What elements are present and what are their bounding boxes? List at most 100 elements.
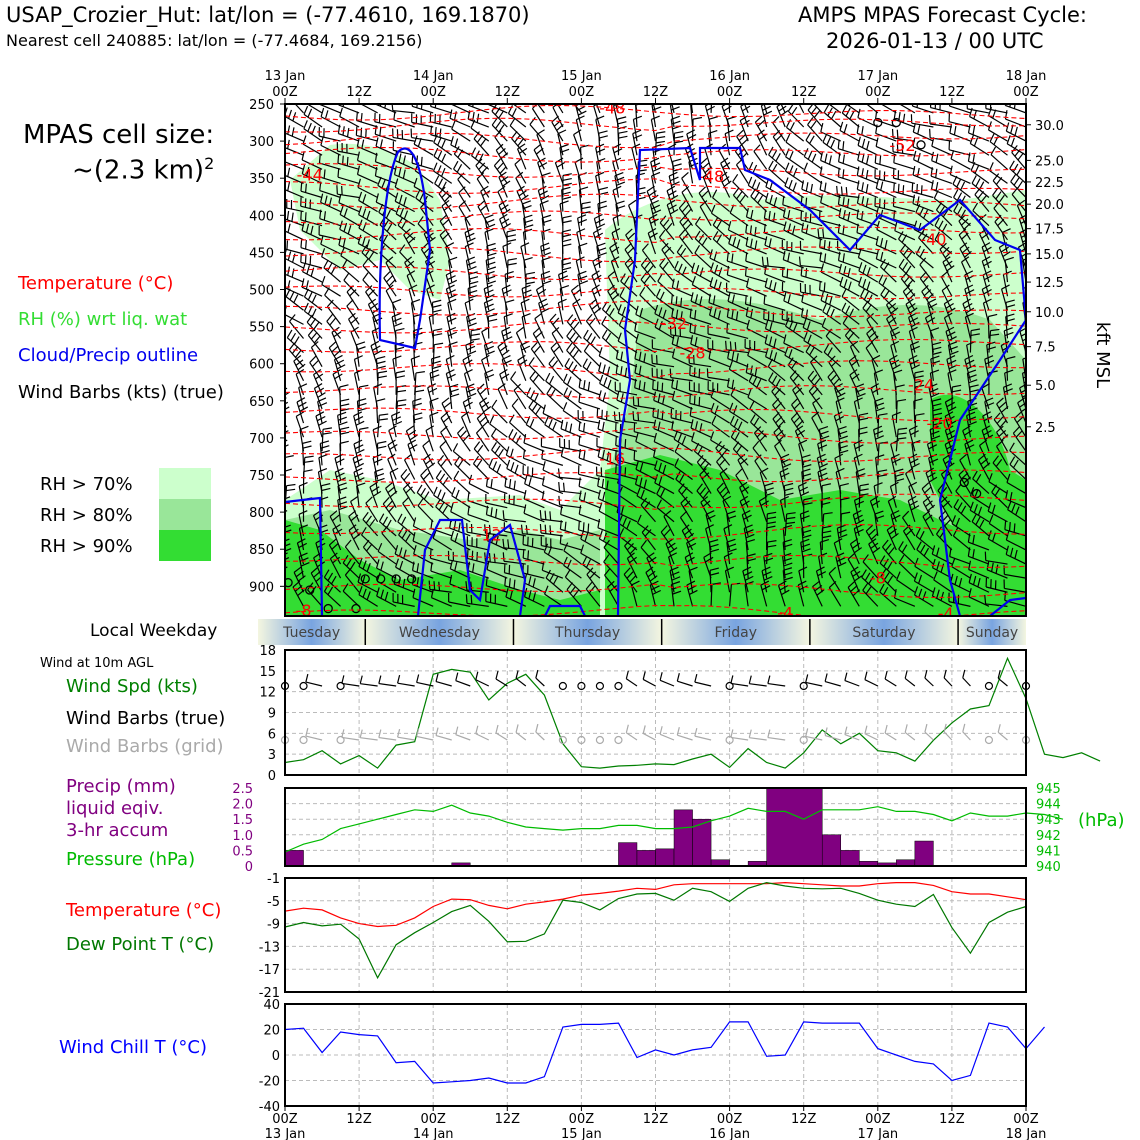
wind-barb-flag [409,434,418,441]
wind-barb [302,469,313,494]
wind-barb-staff [603,547,619,565]
wind-barb-staff [686,584,694,607]
wind-barb-flag [434,104,437,108]
wind-barb-staff [709,570,712,593]
wind-barb-flag [588,317,596,326]
wind-barb-staff [317,401,323,424]
wind-barb-flag [705,524,714,530]
wind-barb-staff [528,407,545,424]
wind-barb [520,242,530,269]
wind-barb-staff [491,110,508,128]
wind-barb-staff [578,386,601,396]
wind-barb-flag [304,455,314,459]
wind-barb-flag [453,160,459,170]
wind-barb-flag [379,126,382,136]
wind-barb [395,399,407,424]
wind-barb-flag [394,545,399,555]
wind-barb-flag [576,115,585,121]
wind-barb-flag [338,236,342,246]
wind-barb-flag [691,262,696,272]
wind-barb [689,308,712,325]
wind-barb-flag [343,208,348,218]
wind-barb-staff [338,104,360,114]
wind-barb-flag [579,186,589,191]
wind-barb-flag [509,117,516,126]
wind-barb-staff [503,560,526,565]
wind-barb-flag [285,430,289,434]
wind-barb [285,455,294,480]
wind-barb-staff [521,316,527,339]
wind-barb-staff [385,488,397,508]
wind-barb-staff [690,104,694,113]
wind-barb-flag [684,208,692,217]
wind-barb-flag [592,256,601,262]
wind-barb-staff [618,324,638,339]
wind-barb-staff [357,242,378,255]
wind-barb [540,242,551,269]
wind-barb-flag [372,425,382,431]
wind-barb-staff [498,205,508,226]
wind-barb-flag [583,380,586,390]
wind-barb-flag [293,566,302,573]
wind-barb-flag [566,328,573,337]
wind-barb-staff [627,205,638,226]
wind-barb [650,157,662,184]
wind-barb-flag [403,549,407,559]
wind-barb-flag [481,354,490,361]
wind-barb-staff [654,313,675,325]
wind-barb-flag [605,332,612,342]
wind-barb-flag [544,524,547,534]
wind-barb-flag [450,530,455,540]
wind-barb-staff [338,133,360,142]
wind-barb [361,526,379,551]
wind-barb-flag [306,265,310,275]
wind-barb-flag [662,464,667,474]
wind-barb-staff [530,348,545,368]
wind-barb-flag [558,270,568,276]
cell-size-label: MPAS cell size: [23,120,215,150]
wind-barb-staff [641,532,656,551]
wind-barb-flag [596,148,606,154]
wind-barb [513,383,527,410]
wind-barb-flag [540,242,550,247]
wind-barb [522,535,545,551]
wind-barb-flag [449,388,459,393]
wind-barb-staff [531,108,545,128]
wind-barb-flag [575,104,581,107]
wind-barb-flag [544,416,549,425]
wind-barb-flag [372,453,382,459]
wind-barb-staff [441,205,453,226]
wind-barb [583,343,601,368]
wind-barb-flag [405,486,413,494]
wind-barb-flag [293,355,302,362]
wind-barb-flag [305,183,307,193]
wind-barb-flag [640,272,647,280]
wind-barb-flag [311,294,317,304]
wind-barb [705,510,716,536]
wind-barb-flag [374,125,377,135]
wind-barb-flag [595,218,604,224]
wind-barb-flag [342,155,344,165]
wind-barb-flag [485,303,494,309]
wind-barb-staff [532,333,545,353]
wind-barb [285,165,304,184]
wind-barb-staff [522,231,527,254]
wind-barb-flag [477,383,485,391]
wind-barb [289,314,304,339]
wind-barb-flag [700,496,709,503]
wind-barb-flag [305,223,310,233]
wind-barb [578,378,601,396]
wind-barb-staff [377,550,397,565]
wind-barb-flag [694,294,699,304]
wind-barb-flag [285,557,290,561]
wind-barb-flag [366,239,370,249]
wind-barb [491,442,508,466]
wind-barb-flag [687,542,697,549]
wind-barb-staff [452,450,471,466]
wind-barb-flag [412,532,416,542]
wind-barb-flag [378,418,388,421]
wind-barb [375,137,397,156]
wind-barb-flag [684,222,693,231]
wind-barb [318,167,341,184]
wind-barb-staff [559,504,582,509]
